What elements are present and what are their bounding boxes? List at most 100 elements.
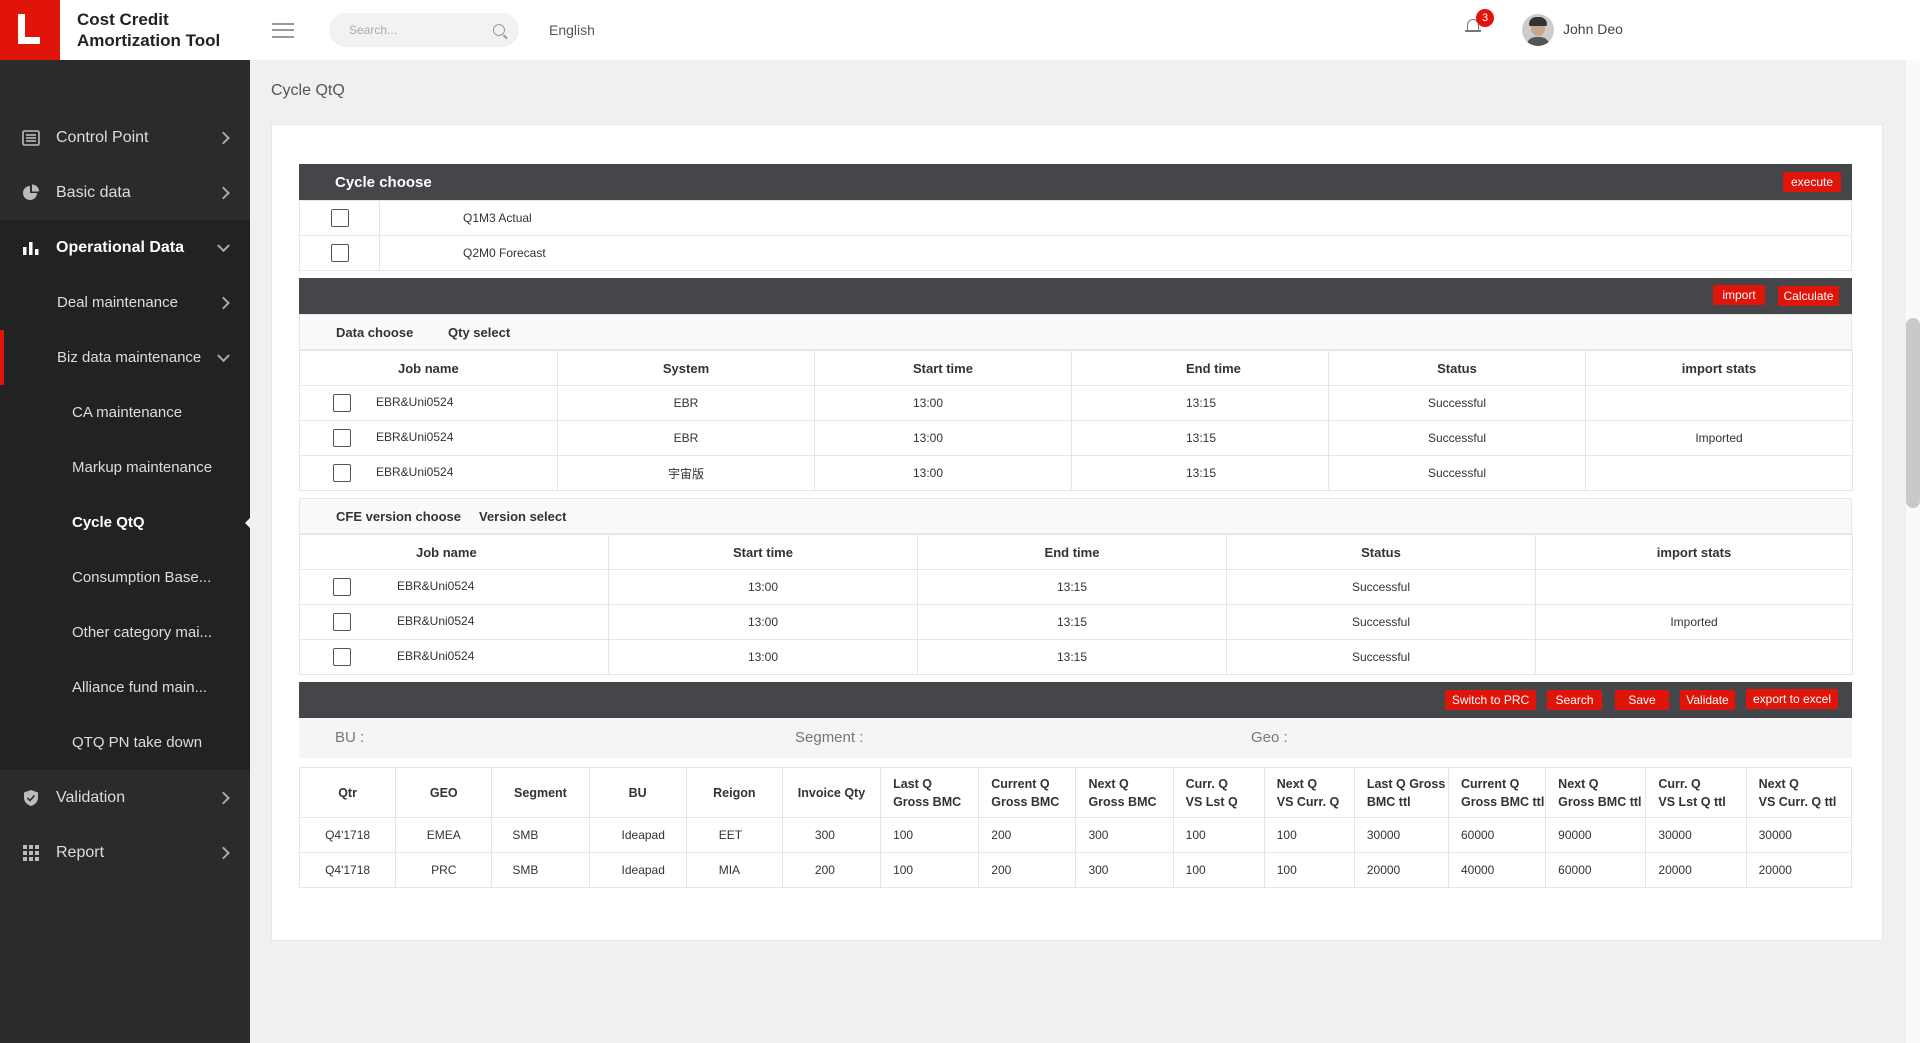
column-header: Next Q Gross BMC	[1075, 767, 1174, 818]
search-icon[interactable]	[493, 24, 505, 36]
avatar[interactable]	[1522, 14, 1554, 46]
sidebar-item-cycle-qtq[interactable]: Cycle QtQ	[0, 495, 250, 550]
sidebar-item-markup-maintenance[interactable]: Markup maintenance	[0, 440, 250, 495]
sidebar-item-deal-maintenance[interactable]: Deal maintenance	[0, 275, 250, 330]
table-cell: 200	[781, 852, 882, 888]
switch-to-prc-button[interactable]: Switch to PRC	[1445, 690, 1536, 710]
cfe-choose-header: CFE version choose Version select	[299, 498, 1852, 534]
cycle-choose-title: Cycle choose	[335, 174, 432, 191]
cycle-option-checkbox[interactable]	[330, 244, 349, 262]
row-checkbox[interactable]	[333, 578, 351, 596]
chevron-right-icon	[217, 296, 230, 309]
language-selector[interactable]: English	[549, 22, 595, 38]
row-checkbox[interactable]	[333, 464, 351, 482]
sidebar-item-control-point[interactable]: Control Point	[0, 110, 250, 165]
list-icon	[22, 129, 40, 147]
table-cell: 60000	[1545, 852, 1647, 888]
save-button[interactable]: Save	[1615, 690, 1669, 710]
table-row: Q4'1718 PRC SMB Ideapad MIA 200 100 200 300 100 10…	[298, 852, 1853, 888]
search-button[interactable]: Search	[1547, 690, 1602, 710]
table-row: EBR&Uni0524 宇宙版 13:00 13:15 Successful	[299, 455, 1853, 491]
cycle-options-table: Q1M3 Actual Q2M0 Forecast	[299, 200, 1852, 271]
menu-toggle-icon[interactable]	[272, 22, 294, 38]
table-cell: 20000	[1645, 852, 1747, 888]
import-button[interactable]: import	[1713, 285, 1765, 305]
table-cell: 100	[1263, 817, 1355, 853]
validate-button[interactable]: Validate	[1680, 690, 1735, 710]
column-header: Invoice Qty	[781, 767, 882, 818]
table-cell: Q4'1718	[298, 817, 397, 853]
table-cell: 300	[781, 817, 882, 853]
sidebar-item-qtq-pn-take-down[interactable]: QTQ PN take down	[0, 715, 250, 770]
table-cell: Ideapad	[588, 817, 687, 853]
export-to-excel-button[interactable]: export to excel	[1746, 689, 1838, 709]
sidebar-item-operational-data[interactable]: Operational Data	[0, 220, 250, 275]
filters-row: BU : Segment : Geo :	[299, 718, 1852, 758]
cfe-jobs-table: Job name Start time End time Status impo…	[299, 534, 1853, 675]
sidebar-item-validation[interactable]: Validation	[0, 770, 250, 825]
geo-filter[interactable]: Geo :	[1251, 729, 1288, 746]
table-cell: 300	[1075, 852, 1174, 888]
table-row: EBR&Uni0524 EBR 13:00 13:15 Successful I…	[299, 420, 1853, 456]
sidebar-item-biz-data-maintenance[interactable]: Biz data maintenance	[0, 330, 250, 385]
scrollbar-track[interactable]	[1906, 60, 1920, 1043]
pie-chart-icon	[22, 184, 40, 202]
table-cell: PRC	[395, 852, 493, 888]
row-checkbox[interactable]	[333, 394, 351, 412]
list-item: Q2M0 Forecast	[299, 235, 1852, 271]
table-header: Job name System Start time End time Stat…	[299, 350, 1853, 386]
column-header: Curr. Q VS Lst Q	[1172, 767, 1265, 818]
table-cell: 200	[978, 852, 1077, 888]
sidebar-item-basic-data[interactable]: Basic data	[0, 165, 250, 220]
sidebar-item-consumption-base[interactable]: Consumption Base...	[0, 550, 250, 605]
logo-icon	[0, 0, 60, 60]
page-title: Cycle QtQ	[271, 82, 345, 99]
table-row: EBR&Uni0524 13:00 13:15 Successful Impor…	[299, 604, 1853, 640]
table-cell: MIA	[685, 852, 783, 888]
chevron-right-icon	[217, 791, 230, 804]
table-cell: SMB	[491, 852, 590, 888]
data-choose-label: Data choose	[336, 325, 414, 340]
column-header: Curr. Q VS Lst Q ttl	[1645, 767, 1747, 818]
segment-filter[interactable]: Segment :	[795, 729, 864, 746]
table-cell: 90000	[1545, 817, 1647, 853]
chevron-down-icon	[217, 348, 230, 362]
table-cell: 100	[880, 817, 980, 853]
cycle-option-checkbox[interactable]	[330, 209, 349, 227]
row-checkbox[interactable]	[333, 613, 351, 631]
column-header: Last Q Gross BMC	[880, 767, 980, 818]
execute-button[interactable]: execute	[1783, 172, 1841, 192]
bu-filter[interactable]: BU :	[335, 729, 365, 746]
row-checkbox[interactable]	[333, 648, 351, 666]
table-row: EBR&Uni0524 13:00 13:15 Successful	[299, 639, 1853, 675]
search-input[interactable]: Search...	[329, 13, 519, 47]
table-cell: 40000	[1447, 852, 1547, 888]
data-jobs-table: Job name System Start time End time Stat…	[299, 350, 1853, 491]
scrollbar-thumb[interactable]	[1906, 318, 1920, 508]
table-cell: EMEA	[395, 817, 493, 853]
chevron-down-icon	[217, 238, 230, 252]
chevron-right-icon	[217, 131, 230, 144]
grid-icon	[22, 844, 40, 862]
sidebar-item-ca-maintenance[interactable]: CA maintenance	[0, 385, 250, 440]
sidebar-item-alliance-fund[interactable]: Alliance fund main...	[0, 660, 250, 715]
calculate-button[interactable]: Calculate	[1778, 286, 1839, 306]
table-row: EBR&Uni0524 13:00 13:15 Successful	[299, 569, 1853, 605]
sidebar-item-other-category[interactable]: Other category mai...	[0, 605, 250, 660]
bar-chart-icon	[22, 239, 40, 257]
qty-select-label[interactable]: Qty select	[448, 325, 511, 340]
table-row: EBR&Uni0524 EBR 13:00 13:15 Successful	[299, 385, 1853, 421]
table-cell: 300	[1075, 817, 1174, 853]
table-cell: 100	[1172, 852, 1265, 888]
sidebar-item-report[interactable]: Report	[0, 825, 250, 880]
chevron-right-icon	[217, 846, 230, 859]
row-checkbox[interactable]	[333, 429, 351, 447]
result-table: Qtr GEO Segment BU Reigon Invoice Qty Last Q Gr…	[298, 767, 1853, 888]
version-select-label[interactable]: Version select	[479, 509, 567, 524]
cfe-choose-label: CFE version choose	[336, 509, 461, 524]
table-cell: Ideapad	[588, 852, 687, 888]
app-title: Cost Credit Amortization Tool	[77, 10, 221, 50]
table-row: Q4'1718 EMEA SMB Ideapad EET 300 100 200 300 100 1…	[298, 817, 1853, 853]
user-name[interactable]: John Deo	[1563, 21, 1623, 37]
table-cell: 20000	[1745, 852, 1853, 888]
